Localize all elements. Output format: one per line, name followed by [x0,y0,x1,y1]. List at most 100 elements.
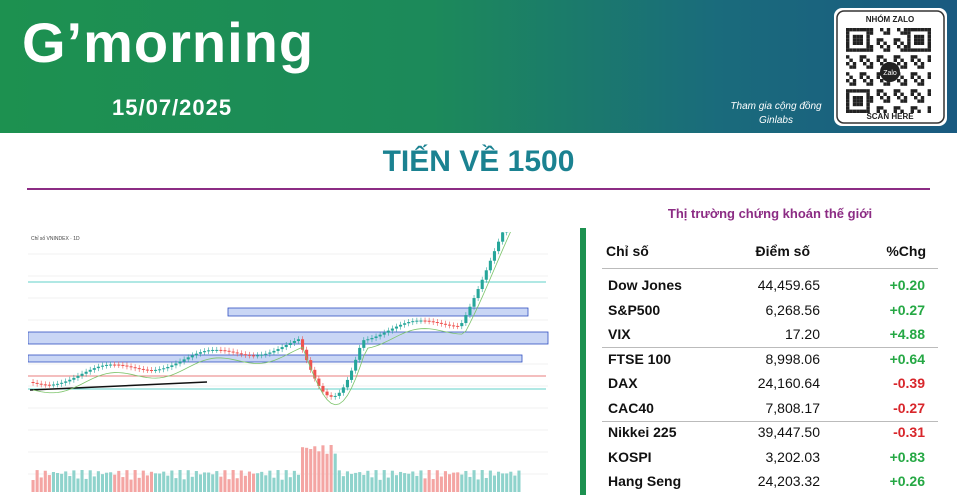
qr-cell [880,38,884,42]
candle-body [35,382,39,384]
qr-cell [910,92,914,96]
qr-cell [927,48,931,52]
candle-body [292,340,296,343]
candle-body [284,344,288,348]
qr-code: NHÓM ZALO Zalo SCAN HERE [836,10,945,124]
qr-cell [869,31,874,35]
index-name: DAX [608,375,638,391]
qr-cell [914,106,918,110]
qr-cell [856,41,860,45]
qr-cell [846,45,850,49]
qr-cell [880,79,884,83]
qr-bottom: SCAN HERE [866,112,914,121]
volume-bar [166,475,170,492]
qr-cell [903,48,908,52]
qr-cell [927,89,931,93]
qr-cell [917,38,921,42]
volume-bar [100,474,104,492]
qr-cell [920,38,925,42]
qr-cell [852,102,857,107]
qr-cell [900,82,904,86]
volume-bar [501,473,505,492]
candle-body [497,241,501,252]
qr-cell [876,89,880,93]
volume-bar [35,470,39,492]
qr-cell [914,34,918,39]
volume-bar [399,471,403,492]
candle-body [427,320,431,322]
candle-body [492,251,496,261]
volume-bar [145,475,149,492]
qr-cell [866,89,870,93]
qr-cell [927,45,931,49]
qr-cell [856,109,860,113]
zone [227,307,529,317]
qr-cell [886,99,891,103]
qr-cell [856,89,860,93]
qr-cell [893,92,897,96]
candle-body [407,322,411,324]
qr-cell [846,48,850,52]
index-name: Hang Seng [608,473,682,489]
index-change: +0.20 [889,277,925,293]
qr-cell [886,48,891,52]
qr-cell [869,99,874,103]
qr-cell [927,109,931,113]
index-name: Nikkei 225 [608,424,677,440]
qr-cell [924,48,928,52]
volume-bar [239,470,243,492]
candle-body [215,349,219,351]
candle-body [394,326,398,329]
qr-cell [900,48,904,52]
qr-cell [863,48,867,52]
volume-bar [68,476,72,492]
qr-cell [914,41,918,45]
candle-body [207,350,211,352]
column-header: Điểm số [755,243,810,259]
candle-body [235,352,239,354]
row-separator [602,347,938,348]
header-date: 15/07/2025 [112,95,233,120]
candle-body [141,368,145,370]
qr-cell [859,96,863,100]
index-change: +0.83 [889,448,925,465]
qr-cell [910,75,914,79]
qr-cell [866,45,870,49]
qr-cell [903,79,908,83]
qr-cell [859,75,863,79]
candle-body [72,377,76,380]
table-title: Thị trường chứng khoán thế giới [667,206,873,221]
volume-bar [80,470,84,492]
index-change: -0.39 [893,375,925,391]
zone [28,354,523,363]
qr-cell [849,58,853,62]
candle-body [47,384,51,386]
qr-cell [869,79,874,83]
volume-bar [276,470,280,492]
volume-bar [162,471,166,492]
volume-bar [333,453,337,492]
candles [31,232,521,492]
volume-bar [452,472,456,492]
candle-body [56,383,60,385]
qr-cell [859,55,863,59]
qr-cell [900,75,904,79]
volume-bar [129,479,133,492]
candle-body [399,324,403,327]
qr-cell [846,34,850,39]
qr-cell [846,55,850,59]
divider [27,188,930,190]
candle-body [60,382,64,384]
volume-bar [497,471,501,492]
row-separator [602,268,938,269]
qr-cell [897,106,901,110]
qr-box[interactable]: NHÓM ZALO Zalo SCAN HERE [834,8,947,126]
volume-bar [358,472,362,492]
qr-cell [866,48,870,52]
candle-body [333,395,337,397]
qr-cell [883,58,887,62]
candle-body [268,352,272,354]
qr-cell [863,55,867,59]
volume-bar [390,470,394,492]
candle-body [145,369,149,371]
